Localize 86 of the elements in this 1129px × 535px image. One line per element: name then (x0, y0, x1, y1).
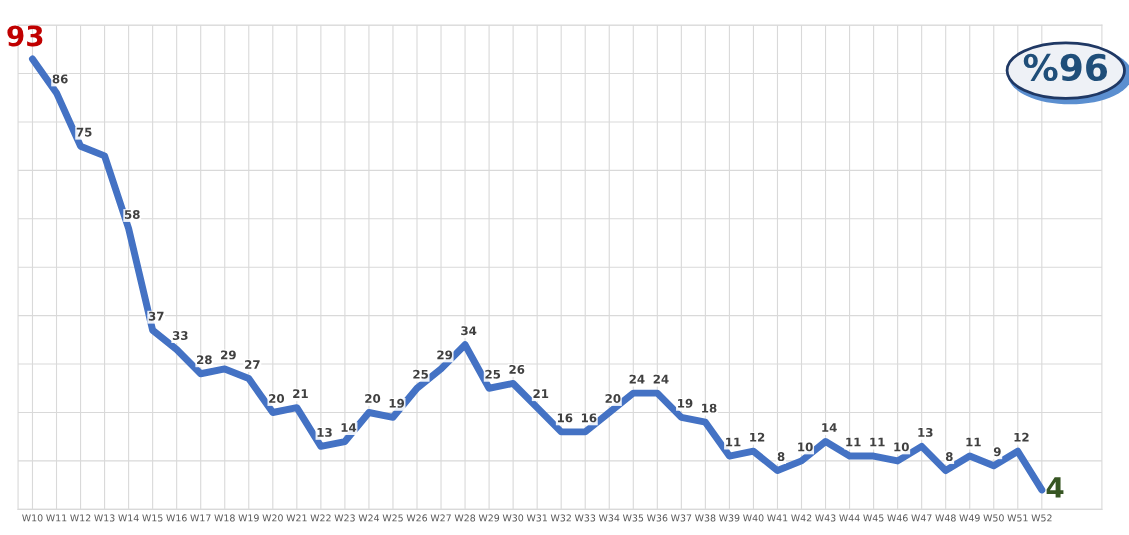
x-tick-label: W38 (695, 514, 716, 522)
data-label: 19 (678, 398, 693, 408)
x-tick-label: W10 (22, 514, 43, 522)
x-tick-label: W36 (646, 514, 668, 522)
data-label: 27 (245, 360, 260, 369)
data-label: 8 (777, 452, 785, 462)
data-label: 24 (629, 374, 645, 384)
x-tick-label: W33 (574, 514, 596, 522)
data-label: 33 (172, 331, 188, 340)
annotation: %96 (1023, 53, 1108, 82)
data-label: 20 (269, 394, 285, 403)
data-label: 20 (605, 394, 621, 403)
x-tick-label: W23 (334, 514, 355, 522)
data-label: 13 (317, 427, 332, 437)
data-label: 34 (461, 326, 477, 336)
data-label: 28 (197, 355, 212, 365)
data-label: 21 (533, 389, 549, 398)
data-label: 25 (413, 369, 428, 379)
data-label: 16 (557, 413, 573, 423)
x-tick-label: W14 (118, 514, 139, 522)
x-tick-label: W19 (238, 514, 259, 522)
x-tick-label: W25 (382, 514, 403, 522)
data-label: 14 (822, 423, 837, 432)
data-label: 26 (509, 364, 525, 374)
data-label: 19 (389, 398, 405, 408)
data-label: 11 (726, 437, 741, 447)
x-tick-label: W13 (94, 514, 115, 522)
data-label: 10 (894, 442, 909, 452)
x-tick-label: W51 (1007, 514, 1028, 522)
x-tick-label: W46 (887, 514, 908, 522)
data-label: 24 (653, 374, 669, 384)
data-label: 12 (750, 432, 765, 442)
data-label: 21 (293, 389, 308, 398)
data-label: 18 (702, 403, 717, 413)
data-label: 4 (1046, 477, 1064, 498)
data-label: 29 (221, 350, 236, 360)
x-tick-label: W12 (70, 514, 91, 522)
x-tick-label: W37 (670, 514, 692, 522)
x-tick-label: W42 (791, 514, 812, 522)
x-tick-label: W41 (767, 514, 788, 522)
x-tick-label: W29 (478, 514, 500, 522)
x-tick-label: W40 (743, 514, 764, 522)
data-label: 11 (870, 437, 885, 447)
x-tick-label: W39 (719, 514, 740, 522)
data-label: 8 (945, 452, 953, 462)
data-label: 29 (437, 350, 453, 360)
x-tick-label: W49 (959, 514, 980, 522)
x-tick-label: W21 (286, 514, 307, 522)
data-label: 11 (966, 437, 981, 447)
data-label: 75 (76, 127, 92, 137)
x-tick-label: W52 (1031, 514, 1052, 522)
x-tick-label: W16 (166, 514, 187, 522)
data-label: 93 (7, 25, 43, 47)
data-label: 12 (1014, 432, 1029, 442)
x-tick-label: W18 (214, 514, 235, 522)
data-label: 25 (485, 369, 501, 379)
data-label: 11 (846, 437, 861, 447)
x-tick-label: W35 (622, 514, 644, 522)
data-label: 13 (918, 427, 933, 437)
data-label: 37 (148, 311, 164, 321)
data-label: 16 (581, 413, 597, 423)
data-label: 10 (798, 442, 813, 452)
x-tick-label: W48 (935, 514, 956, 522)
data-label: 86 (52, 74, 68, 84)
x-tick-label: W22 (310, 514, 331, 522)
x-tick-label: W27 (430, 514, 451, 522)
x-tick-label: W45 (863, 514, 884, 522)
x-tick-label: W43 (815, 514, 836, 522)
data-label: 9 (993, 447, 1001, 457)
x-tick-label: W24 (358, 514, 380, 522)
x-tick-label: W28 (454, 514, 476, 522)
data-label: 58 (124, 210, 140, 219)
x-tick-label: W11 (46, 514, 67, 522)
x-tick-label: W32 (550, 514, 571, 522)
x-tick-label: W20 (262, 514, 283, 522)
x-tick-label: W15 (142, 514, 163, 522)
x-tick-label: W44 (839, 514, 860, 522)
x-tick-label: W26 (406, 514, 428, 522)
data-label: 20 (365, 394, 381, 403)
x-tick-label: W17 (190, 514, 211, 522)
x-tick-label: W30 (502, 514, 524, 522)
data-label: 14 (341, 423, 357, 432)
x-tick-label: W34 (598, 514, 620, 522)
x-tick-label: W47 (911, 514, 932, 522)
x-tick-label: W50 (983, 514, 1004, 522)
x-tick-label: W31 (526, 514, 547, 522)
